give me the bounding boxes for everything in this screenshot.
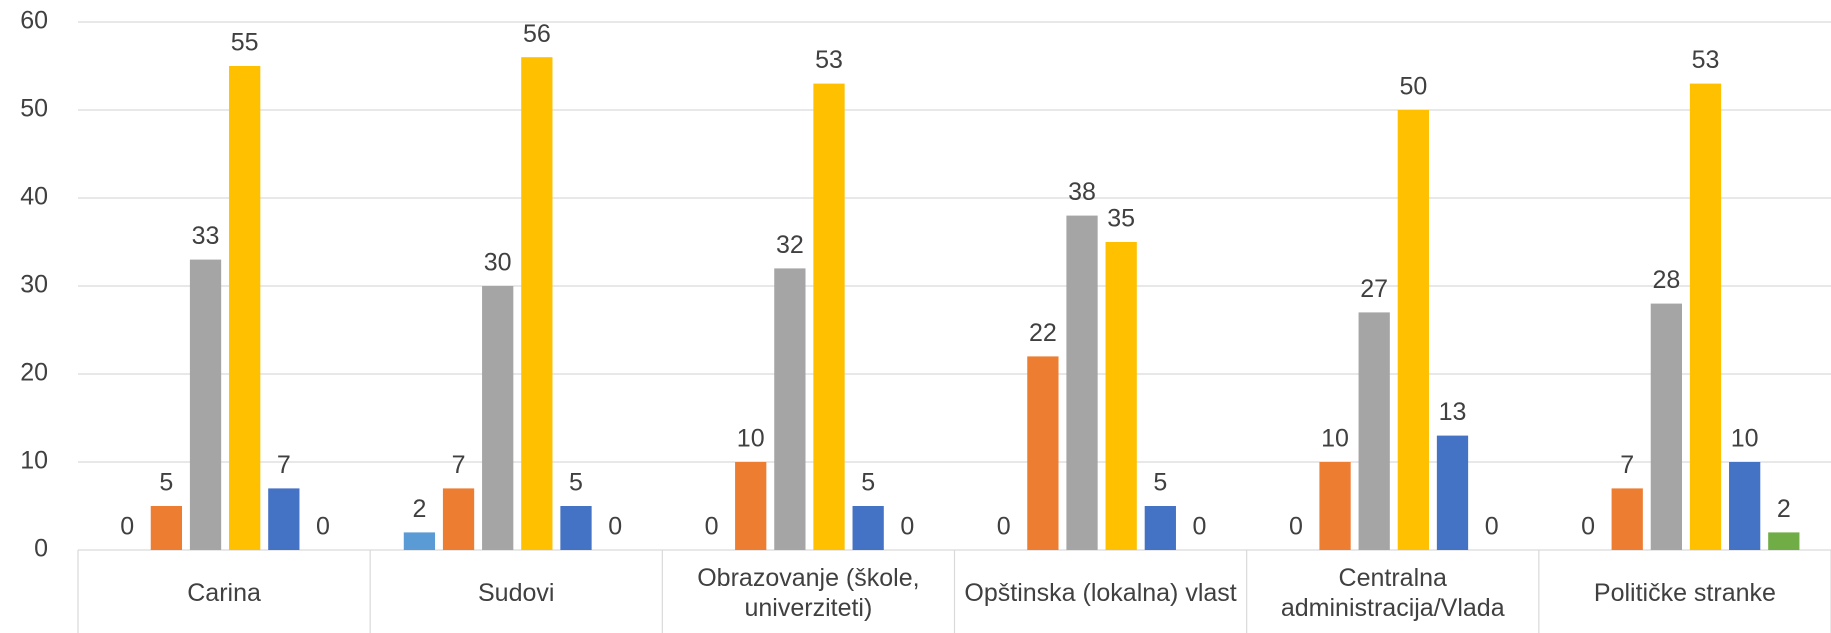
- data-label: 0: [316, 513, 330, 541]
- bar: [1319, 462, 1351, 550]
- data-label: 53: [815, 46, 843, 74]
- bar: [774, 268, 806, 550]
- data-label: 0: [997, 513, 1011, 541]
- bar: [268, 488, 300, 550]
- data-label: 0: [900, 513, 914, 541]
- y-tick-label: 10: [20, 447, 48, 475]
- data-label: 5: [159, 469, 173, 497]
- bar: [560, 506, 592, 550]
- data-label: 7: [277, 451, 291, 479]
- data-label: 28: [1652, 266, 1680, 294]
- data-label: 0: [705, 513, 719, 541]
- data-label: 0: [608, 513, 622, 541]
- bar: [150, 506, 183, 550]
- y-tick-label: 0: [34, 535, 48, 563]
- bar: [1144, 506, 1176, 550]
- bar: [1066, 215, 1098, 550]
- data-label: 32: [776, 231, 804, 259]
- bar: [1105, 242, 1137, 550]
- data-label: 10: [1731, 425, 1759, 453]
- x-tick-label: Carina: [187, 578, 261, 607]
- x-tick-label: Političke stranke: [1593, 578, 1776, 607]
- bar: [482, 286, 514, 550]
- data-label: 38: [1068, 178, 1096, 206]
- bar: [1768, 532, 1800, 550]
- data-label: 0: [1485, 513, 1499, 541]
- data-label: 0: [1289, 513, 1303, 541]
- data-label: 27: [1360, 275, 1388, 303]
- data-label: 7: [1620, 451, 1634, 479]
- bar: [852, 506, 884, 550]
- bar: [1436, 435, 1469, 550]
- bar: [403, 532, 436, 550]
- bar: [229, 66, 261, 550]
- bar: [735, 462, 767, 550]
- data-label: 2: [1777, 495, 1791, 523]
- data-label: 10: [1321, 425, 1349, 453]
- data-label: 0: [1581, 513, 1595, 541]
- data-label: 5: [569, 469, 583, 497]
- data-label: 22: [1029, 319, 1057, 347]
- bar: [813, 83, 845, 550]
- y-tick-label: 40: [20, 183, 48, 211]
- bar: [1650, 303, 1682, 550]
- data-label: 55: [231, 29, 259, 57]
- x-tick-label: Obrazovanje (škole, univerziteti): [697, 563, 920, 622]
- data-label: 5: [861, 469, 875, 497]
- y-tick-label: 60: [20, 7, 48, 35]
- data-label: 0: [1193, 513, 1207, 541]
- data-label: 50: [1399, 73, 1427, 101]
- y-tick-label: 50: [20, 95, 48, 123]
- x-tick-label: Opštinska (lokalna) vlast: [964, 578, 1237, 607]
- bar: [1689, 83, 1722, 550]
- data-label: 5: [1153, 469, 1167, 497]
- bar: [1729, 462, 1761, 550]
- bar: [1611, 488, 1643, 550]
- data-label: 53: [1692, 46, 1720, 74]
- data-label: 7: [452, 451, 466, 479]
- data-label: 35: [1107, 205, 1135, 233]
- y-tick-label: 20: [20, 359, 48, 387]
- bar: [521, 57, 553, 550]
- data-label: 0: [120, 513, 134, 541]
- x-tick-label: Centralna administracija/Vlada: [1280, 563, 1505, 622]
- data-label: 13: [1439, 398, 1467, 426]
- bar: [1397, 110, 1429, 550]
- data-label: 30: [484, 249, 512, 277]
- data-label: 56: [523, 20, 551, 48]
- bar: [189, 259, 222, 550]
- data-label: 10: [737, 425, 765, 453]
- bar: [1027, 356, 1059, 550]
- y-tick-label: 30: [20, 271, 48, 299]
- data-label: 33: [192, 222, 220, 250]
- data-label: 2: [412, 495, 426, 523]
- x-tick-label: Sudovi: [478, 578, 555, 607]
- bar: [442, 488, 475, 550]
- bar: [1358, 312, 1390, 550]
